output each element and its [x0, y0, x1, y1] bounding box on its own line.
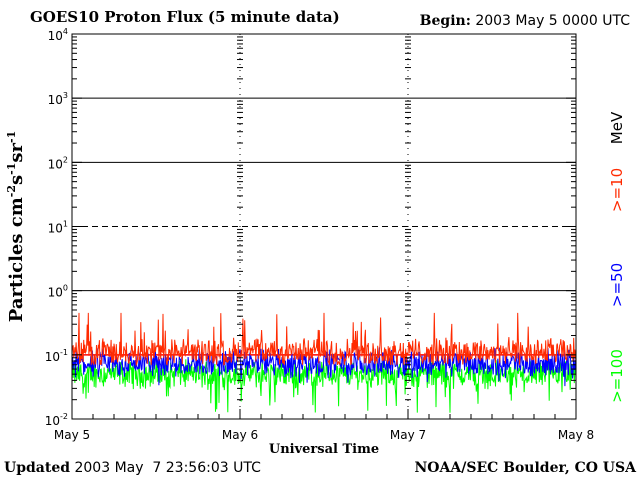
legend-unit: MeV [608, 111, 626, 144]
legend-entry: >=100 [608, 349, 626, 403]
x-tick-labels: May 5 May 6 May 7 May 8 [54, 428, 594, 442]
axis-ticks [71, 36, 577, 420]
begin-label: Begin: [419, 13, 471, 29]
x-axis-title: Universal Time [269, 442, 379, 457]
updated-label: Updated [4, 460, 71, 476]
y-tick-label: 103 [48, 91, 68, 107]
begin-time: Begin: 2003 May 5 0000 UTC [420, 13, 630, 29]
series-line-ge50 [71, 347, 577, 387]
y-tick-label: 101 [48, 220, 68, 236]
begin-value: 2003 May 5 0000 UTC [475, 13, 630, 29]
x-tick-label: May 6 [222, 428, 258, 442]
x-tick-label: May 8 [558, 428, 594, 442]
y-tick-label: 10-1 [45, 348, 68, 364]
x-tick-label: May 7 [390, 428, 426, 442]
series-layer [71, 312, 577, 413]
legend-entry: >=10 [608, 168, 626, 212]
y-tick-labels: 10-2 10-1 100 101 102 103 104 [45, 27, 68, 428]
y-tick-label: 10-2 [45, 412, 68, 428]
legend: MeV >=10 >=50 >=100 [608, 111, 626, 403]
y-tick-label: 102 [48, 155, 68, 171]
updated-value: 2003 May 7 23:56:03 UTC [74, 460, 261, 476]
updated-stamp: Updated 2003 May 7 23:56:03 UTC [4, 460, 261, 476]
legend-entry: >=50 [608, 263, 626, 307]
x-tick-label: May 5 [54, 428, 90, 442]
series-line-ge10 [71, 312, 577, 367]
y-tick-label: 100 [48, 284, 68, 300]
y-tick-label: 104 [48, 27, 68, 43]
chart-title: GOES10 Proton Flux (5 minute data) [30, 8, 340, 26]
credit-label: NOAA/SEC Boulder, CO USA [414, 460, 637, 476]
y-axis-title: Particles cm-2s-1sr-1 [5, 131, 27, 322]
